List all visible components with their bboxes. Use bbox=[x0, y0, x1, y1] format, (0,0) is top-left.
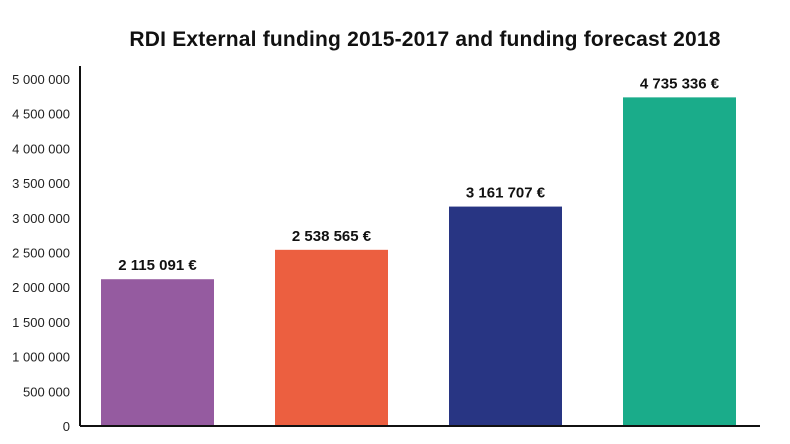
y-tick-label: 500 000 bbox=[23, 384, 70, 399]
bar-data-label: 2 115 091 € bbox=[118, 257, 197, 274]
y-tick-label: 1 000 000 bbox=[12, 350, 70, 365]
bars bbox=[101, 97, 736, 427]
y-tick-label: 4 000 000 bbox=[12, 141, 70, 156]
y-tick-label: 1 500 000 bbox=[12, 315, 70, 330]
y-tick-label: 0 bbox=[63, 419, 70, 434]
y-tick-label: 4 500 000 bbox=[12, 107, 70, 122]
bar-data-label: 3 161 707 € bbox=[466, 185, 546, 202]
bar-data-label: 2 538 565 € bbox=[292, 228, 372, 245]
bar-data-labels: 2 115 091 € 2 538 565 € 3 161 707 € 4 735 3… bbox=[118, 75, 719, 274]
y-tick-label: 3 000 000 bbox=[12, 211, 70, 226]
bar bbox=[449, 206, 562, 426]
bar-data-label: 4 735 336 € bbox=[640, 75, 720, 92]
y-tick-label: 2 500 000 bbox=[12, 246, 70, 261]
y-tick-label: 3 500 000 bbox=[12, 176, 70, 191]
y-tick-label: 5 000 000 bbox=[12, 72, 70, 87]
chart-title: RDI External funding 2015-2017 and fundi… bbox=[129, 28, 721, 51]
y-axis-ticks: 0 500 000 1 000 000 1 500 000 2 000 000 2 500… bbox=[12, 72, 70, 434]
y-tick-label: 2 000 000 bbox=[12, 280, 70, 295]
bar bbox=[101, 279, 214, 426]
bar bbox=[275, 249, 388, 426]
bar bbox=[623, 97, 736, 427]
